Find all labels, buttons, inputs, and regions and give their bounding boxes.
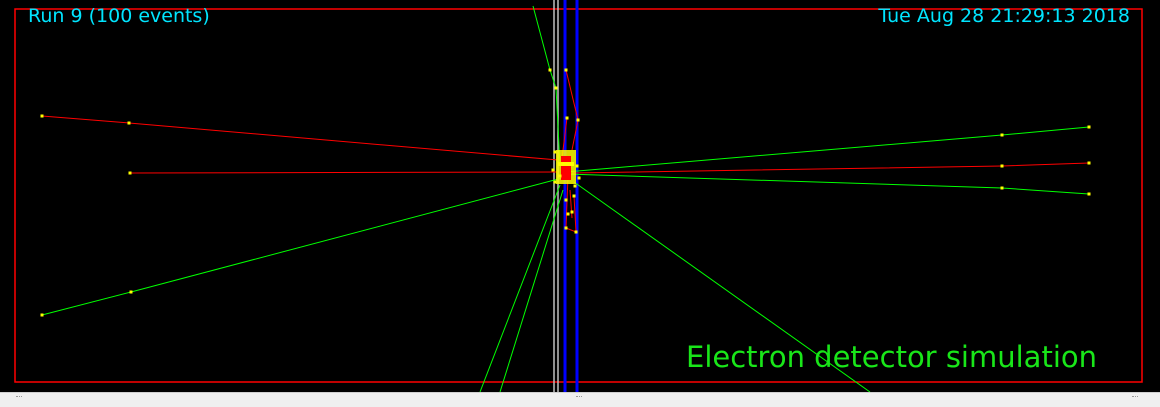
resize-grip-icon[interactable] (1132, 396, 1138, 399)
track (573, 181, 871, 392)
event-display-scene (14, 0, 1143, 392)
step-point (548, 68, 552, 72)
track (565, 175, 577, 233)
simulation-title: Electron detector simulation (686, 340, 1097, 374)
step-point (1000, 186, 1004, 190)
resize-grip-icon[interactable] (16, 396, 22, 399)
step-point (40, 313, 44, 317)
step-point (553, 150, 557, 154)
step-points (40, 68, 1091, 317)
step-point (558, 174, 562, 178)
track (532, 5, 561, 166)
step-point (572, 194, 576, 198)
step-point (127, 121, 131, 125)
step-point (576, 118, 580, 122)
step-point (575, 164, 579, 168)
track (569, 189, 573, 219)
step-point (570, 210, 574, 214)
step-point (1000, 133, 1004, 137)
track (129, 171, 559, 174)
support-structure (553, 0, 559, 392)
track (41, 177, 563, 316)
step-point (564, 198, 568, 202)
step-point (573, 184, 577, 188)
step-point (553, 180, 557, 184)
track (565, 173, 1090, 195)
status-bar (0, 392, 1160, 407)
step-point (564, 226, 568, 230)
event-display-viewer[interactable]: Run 9 (100 events) Tue Aug 28 21:29:13 2… (0, 0, 1160, 392)
track (479, 184, 561, 392)
step-point (1087, 192, 1091, 196)
timestamp: Tue Aug 28 21:29:13 2018 (878, 5, 1130, 27)
step-point (574, 230, 578, 234)
step-point (128, 171, 132, 175)
step-point (40, 114, 44, 118)
step-point (577, 176, 581, 180)
track (41, 115, 559, 161)
step-point (565, 116, 569, 120)
run-label: Run 9 (100 events) (28, 5, 210, 27)
step-point (566, 212, 570, 216)
track (499, 189, 564, 392)
step-point (554, 86, 558, 90)
step-point (1087, 161, 1091, 165)
step-point (564, 68, 568, 72)
splitter-grip-icon[interactable] (576, 396, 582, 399)
step-point (551, 168, 555, 172)
step-point (1000, 164, 1004, 168)
step-point (1087, 125, 1091, 129)
shower-core (556, 150, 576, 184)
detector-planes (563, 0, 579, 392)
step-point (129, 290, 133, 294)
